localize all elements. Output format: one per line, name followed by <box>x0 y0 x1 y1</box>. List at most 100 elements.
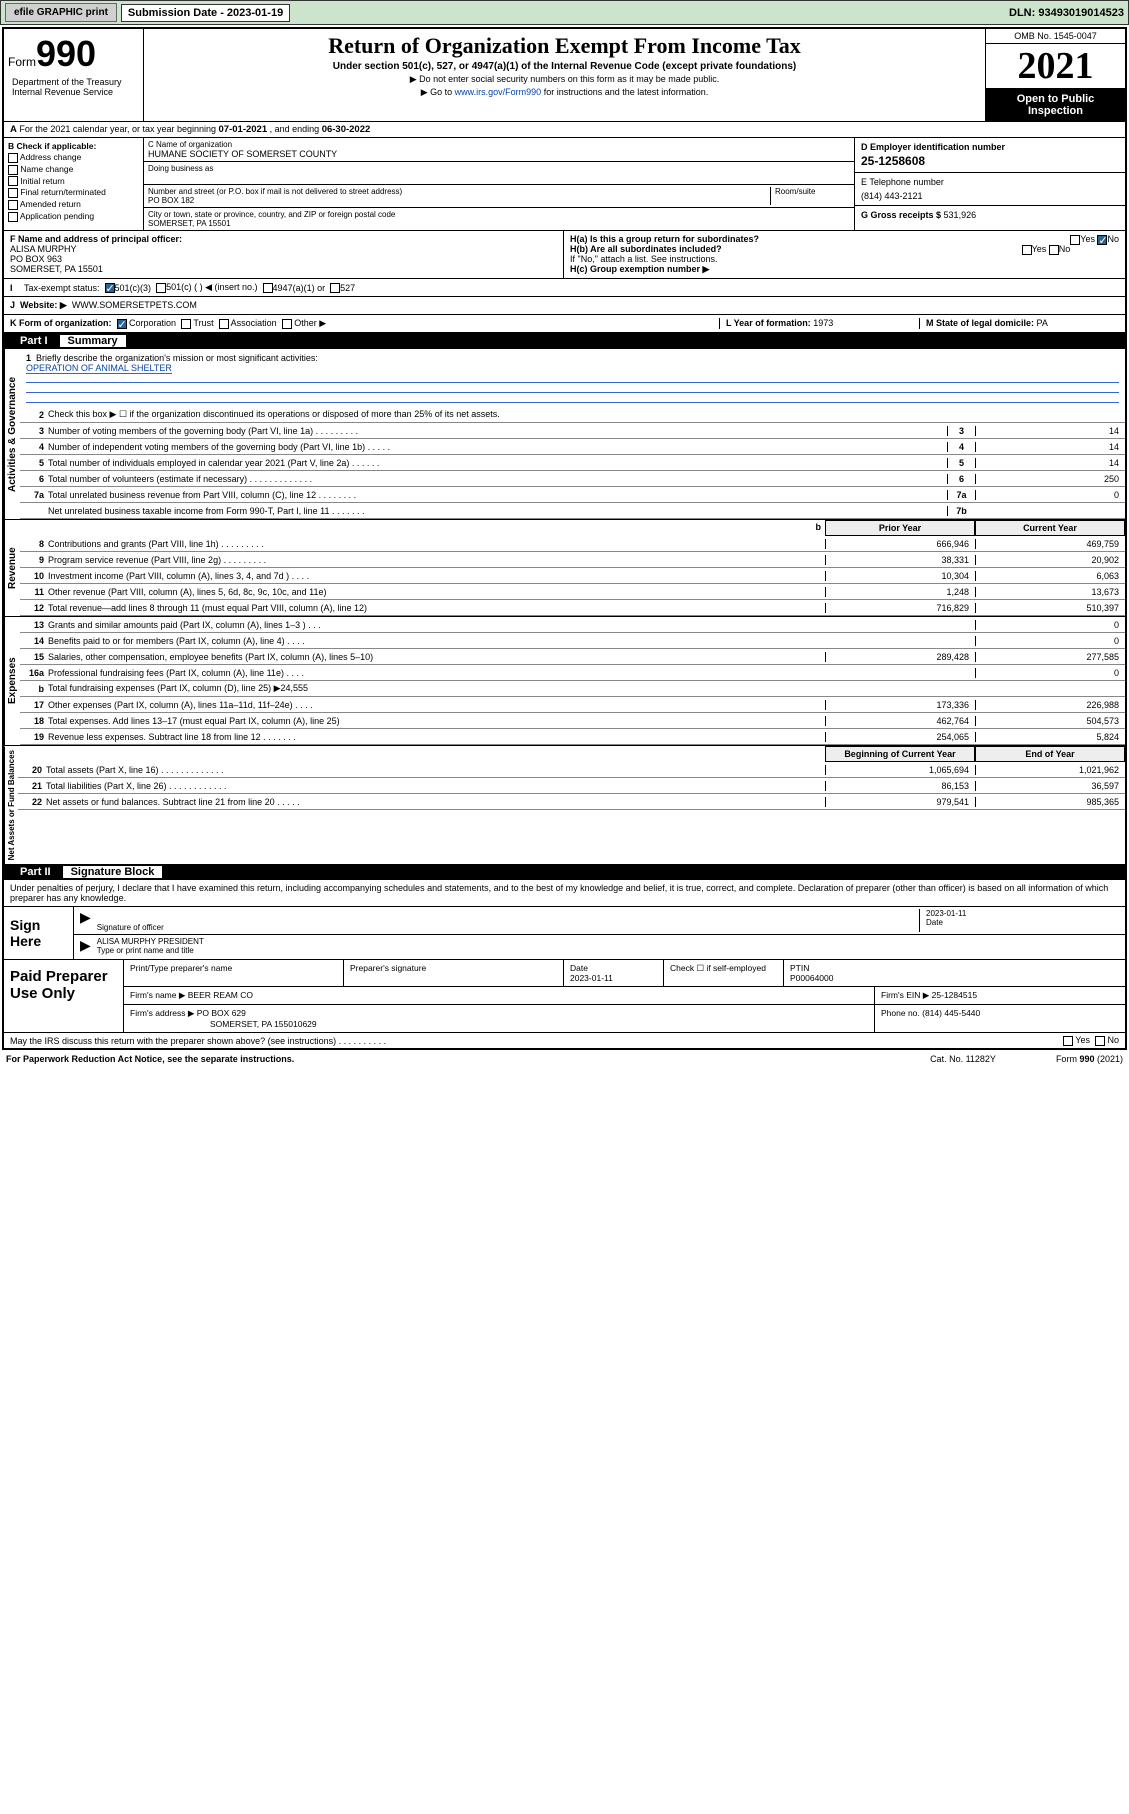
header-left: Form990 Department of the Treasury Inter… <box>4 29 144 121</box>
dept-treasury: Department of the Treasury Internal Reve… <box>8 75 139 99</box>
chk-trust[interactable] <box>181 319 191 329</box>
g-label: G Gross receipts $ <box>861 210 944 220</box>
chk-527[interactable] <box>330 283 340 293</box>
paid-preparer-grid: Paid Preparer Use Only Print/Type prepar… <box>4 959 1125 1032</box>
chk-address-label: Address change <box>20 152 81 162</box>
website-label: Website: ▶ <box>20 300 67 310</box>
discuss-yes[interactable] <box>1063 1036 1073 1046</box>
yes-label: Yes <box>1080 234 1095 244</box>
irs-link[interactable]: www.irs.gov/Form990 <box>455 87 542 97</box>
line-num: 14 <box>20 636 48 646</box>
l7a-text: Total unrelated business revenue from Pa… <box>48 488 947 502</box>
fin-line-18: 18Total expenses. Add lines 13–17 (must … <box>20 713 1125 729</box>
line-text: Contributions and grants (Part VIII, lin… <box>48 537 825 551</box>
firm-addr-lbl: Firm's address ▶ <box>130 1008 194 1018</box>
line-prior: 289,428 <box>825 652 975 662</box>
line-text: Benefits paid to or for members (Part IX… <box>48 634 825 648</box>
sig-name-line: ▶ ALISA MURPHY PRESIDENT Type or print n… <box>74 935 1125 957</box>
chk-initial-label: Initial return <box>20 176 64 186</box>
firm-addr-row: Firm's address ▶ PO BOX 629 SOMERSET, PA… <box>124 1005 1125 1032</box>
chk-501c3[interactable] <box>105 283 115 293</box>
row-a-tax-year: A For the 2021 calendar year, or tax yea… <box>4 122 1125 138</box>
line-text: Revenue less expenses. Subtract line 18 … <box>48 730 825 744</box>
no-label: No <box>1107 234 1119 244</box>
chk-4947[interactable] <box>263 283 273 293</box>
line-text: Grants and similar amounts paid (Part IX… <box>48 618 825 632</box>
opt1: 501(c)(3) <box>115 283 152 293</box>
chk-address-change[interactable]: Address change <box>8 152 139 163</box>
line-num: 18 <box>20 716 48 726</box>
chk-assoc[interactable] <box>219 319 229 329</box>
line-prior: 10,304 <box>825 571 975 581</box>
chk-final[interactable]: Final return/terminated <box>8 187 139 198</box>
fin-line-11: 11Other revenue (Part VIII, column (A), … <box>20 584 1125 600</box>
line-curr: 0 <box>975 668 1125 678</box>
hc-label: H(c) Group exemption number ▶ <box>570 264 709 274</box>
line-5: 5 Total number of individuals employed i… <box>20 455 1125 471</box>
form-title: Return of Organization Exempt From Incom… <box>152 33 977 59</box>
net-fin-header: Beginning of Current Year End of Year <box>18 746 1125 762</box>
fin-line-8: 8Contributions and grants (Part VIII, li… <box>20 536 1125 552</box>
rev-body: b Prior Year Current Year 8Contributions… <box>20 520 1125 616</box>
city-box: City or town, state or province, country… <box>144 208 854 230</box>
efile-print-button[interactable]: efile GRAPHIC print <box>5 3 117 22</box>
chk-pending[interactable]: Application pending <box>8 211 139 222</box>
ha-no[interactable] <box>1097 235 1107 245</box>
gross-value: 531,926 <box>944 210 977 220</box>
l6-text: Total number of volunteers (estimate if … <box>48 472 947 486</box>
chk-amended[interactable]: Amended return <box>8 199 139 210</box>
line-prior: 1,248 <box>825 587 975 597</box>
line-num: 21 <box>18 781 46 791</box>
org-name-box: C Name of organization HUMANE SOCIETY OF… <box>144 138 854 162</box>
line-4: 4 Number of independent voting members o… <box>20 439 1125 455</box>
firm-ein-cell: Firm's EIN ▶ 25-1284515 <box>875 987 1125 1004</box>
firm-name-cell: Firm's name ▶ BEER REAM CO <box>124 987 875 1004</box>
line-prior: 38,331 <box>825 555 975 565</box>
footer-mid: Cat. No. 11282Y <box>930 1054 996 1064</box>
exp-vert-label: Expenses <box>4 617 20 745</box>
main-grid: B Check if applicable: Address change Na… <box>4 138 1125 231</box>
line-curr: 36,597 <box>975 781 1125 791</box>
begin-header: Beginning of Current Year <box>825 746 975 762</box>
chk-name-change[interactable]: Name change <box>8 164 139 175</box>
chk-final-label: Final return/terminated <box>20 187 106 197</box>
l4-num: 4 <box>20 442 48 452</box>
officer-subord-row: F Name and address of principal officer:… <box>4 231 1125 279</box>
summary-revenue: Revenue b Prior Year Current Year 8Contr… <box>4 519 1125 616</box>
line-num: 19 <box>20 732 48 742</box>
firm-name-val: BEER REAM CO <box>188 990 253 1000</box>
part1-title: Summary <box>60 335 126 347</box>
line-3: 3 Number of voting members of the govern… <box>20 423 1125 439</box>
line-curr: 277,585 <box>975 652 1125 662</box>
chk-pending-label: Application pending <box>20 211 94 221</box>
discuss-no[interactable] <box>1095 1036 1105 1046</box>
tax-end: 06-30-2022 <box>322 124 371 135</box>
chk-501c[interactable] <box>156 283 166 293</box>
firm-ein-val: 25-1284515 <box>932 990 977 1000</box>
mission-num: 1 <box>26 353 31 363</box>
line-6: 6 Total number of volunteers (estimate i… <box>20 471 1125 487</box>
room-label: Room/suite <box>775 187 850 196</box>
chk-other[interactable] <box>282 319 292 329</box>
hb-yes[interactable] <box>1022 245 1032 255</box>
dln: DLN: 93493019014523 <box>1009 7 1124 19</box>
hb-no[interactable] <box>1049 245 1059 255</box>
instr-ssn: ▶ Do not enter social security numbers o… <box>152 74 977 85</box>
mission-label: Briefly describe the organization's miss… <box>36 353 318 363</box>
line-text: Total assets (Part X, line 16) . . . . .… <box>46 763 825 777</box>
discuss-no-lbl: No <box>1107 1035 1119 1045</box>
firm-addr2: SOMERSET, PA 155010629 <box>210 1019 317 1029</box>
gross-cell: G Gross receipts $ 531,926 <box>855 206 1125 224</box>
chk-initial[interactable]: Initial return <box>8 176 139 187</box>
chk-corp[interactable] <box>117 319 127 329</box>
city-label: City or town, state or province, country… <box>148 210 850 219</box>
sign-body: ▶ Signature of officer 2023-01-11 Date ▶… <box>74 907 1125 959</box>
k-mid: L Year of formation: 1973 <box>719 318 919 329</box>
hb-label: H(b) Are all subordinates included? <box>570 244 722 254</box>
ha-yes[interactable] <box>1070 235 1080 245</box>
omb-number: OMB No. 1545-0047 <box>986 29 1125 44</box>
fin-line-b: bTotal fundraising expenses (Part IX, co… <box>20 681 1125 697</box>
line-num: 20 <box>18 765 46 775</box>
fin-line-20: 20Total assets (Part X, line 16) . . . .… <box>18 762 1125 778</box>
line-7a: 7a Total unrelated business revenue from… <box>20 487 1125 503</box>
